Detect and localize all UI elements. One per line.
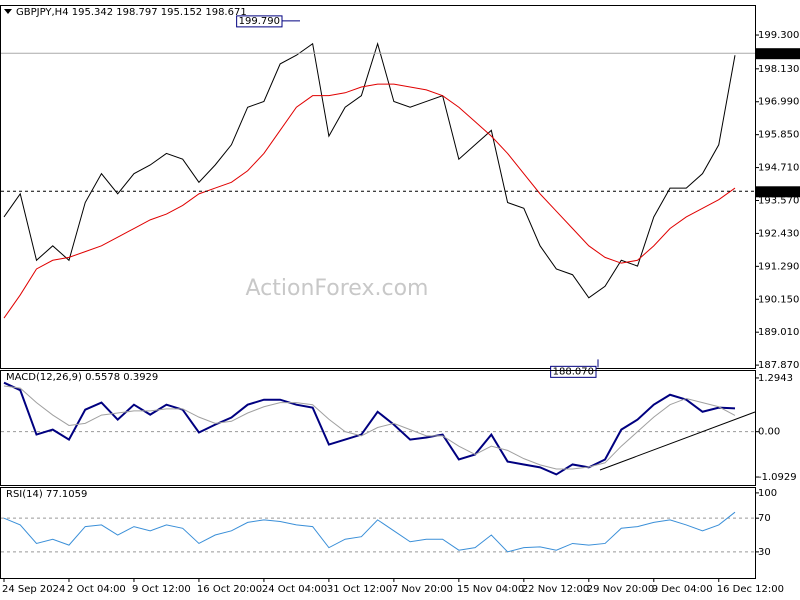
y-tick-label: 30 (758, 547, 771, 558)
series-line (3, 41, 736, 299)
last-price-label-box (756, 48, 800, 60)
x-tick-label: 29 Nov 20:00 (587, 584, 654, 595)
x-tick-label: 9 Dec 04:00 (652, 584, 713, 595)
x-tick-label: 16 Oct 20:00 (197, 584, 262, 595)
x-tick-label: 24 Oct 04:00 (262, 584, 327, 595)
panel-title: RSI(14) 77.1059 (6, 489, 87, 500)
y-tick-label: -1.0929 (758, 472, 797, 483)
low-label-box (550, 365, 597, 378)
panel-title: MACD(12,26,9) 0.5578 0.3929 (6, 372, 158, 383)
y-tick-label: 191.290 (758, 261, 799, 272)
y-tick-label: 1.2943 (758, 373, 793, 384)
x-tick-label: 24 Sep 2024 (2, 584, 65, 595)
panel-title: GBPJPY,H4 195.342 198.797 195.152 198.67… (16, 7, 247, 18)
y-tick-label: 196.990 (758, 97, 799, 108)
y-tick-label: 190.150 (758, 294, 799, 305)
x-tick-label: 2 Oct 04:00 (67, 584, 126, 595)
x-tick-label: 7 Nov 20:00 (392, 584, 453, 595)
high-label-box (236, 15, 283, 28)
panel-frame (0, 5, 756, 369)
x-tick-label: 22 Nov 12:00 (522, 584, 589, 595)
y-tick-label: 193.570 (758, 196, 799, 207)
y-tick-label: 189.010 (758, 327, 799, 338)
title-marker (4, 9, 12, 14)
y-tick-label: 70 (758, 513, 771, 524)
x-tick-label: 16 Dec 12:00 (717, 584, 784, 595)
level-label-box (756, 186, 800, 198)
watermark: ActionForex.com (246, 276, 429, 301)
low-label: 188.070 (553, 366, 594, 377)
y-tick-label: 100 (758, 488, 777, 499)
y-tick-label: 192.430 (758, 228, 799, 239)
high-label: 199.790 (239, 16, 280, 27)
panel-frame (0, 487, 756, 579)
x-tick-label: 15 Nov 04:00 (457, 584, 524, 595)
y-tick-label: 0.00 (758, 427, 780, 438)
y-tick-label: 187.870 (758, 360, 799, 371)
y-tick-label: 195.850 (758, 130, 799, 141)
y-tick-label: 198.130 (758, 64, 799, 75)
series-line (3, 83, 736, 319)
level-label: 193.889 (758, 186, 799, 197)
panel-frame (0, 370, 756, 486)
trend-line (599, 411, 756, 471)
y-tick-label: 194.710 (758, 163, 799, 174)
x-tick-label: 9 Oct 12:00 (132, 584, 191, 595)
series-line (3, 511, 736, 553)
x-tick-label: 31 Oct 12:00 (327, 584, 392, 595)
series-line (3, 385, 736, 470)
y-tick-label: 199.300 (758, 30, 799, 41)
last-price-label: 198.671 (758, 48, 799, 59)
